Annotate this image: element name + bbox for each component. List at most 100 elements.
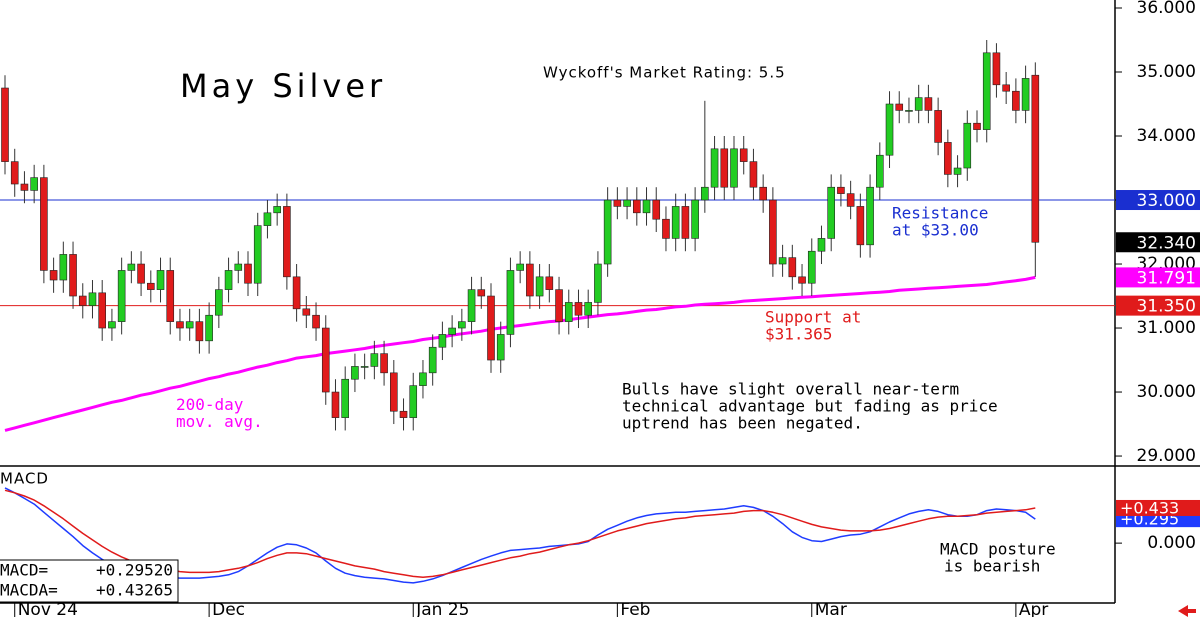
candle-body: [875, 154, 884, 188]
candle-body: [156, 270, 165, 290]
candle-body: [788, 257, 797, 278]
candle-body: [516, 263, 524, 271]
scroll-arrow[interactable]: [1178, 605, 1196, 617]
annotation: uptrend has been negated.: [622, 414, 863, 433]
candle-body: [973, 122, 981, 130]
candle-body: [419, 372, 427, 386]
annotation: Resistance: [892, 204, 988, 223]
candle-body: [574, 302, 583, 316]
candle-body: [671, 206, 680, 239]
x-tick-label: Apr: [1019, 600, 1048, 617]
candle-body: [934, 110, 942, 143]
candle-body: [963, 122, 972, 169]
candle-body: [905, 110, 913, 112]
candle-body: [545, 276, 554, 290]
candle-body: [506, 270, 515, 335]
candle-body: [40, 177, 48, 271]
annotation: Bulls have slight overall near-term: [622, 380, 959, 399]
candle-body: [30, 177, 38, 191]
candle-body: [953, 167, 962, 175]
chart-title: May Silver: [180, 67, 386, 105]
candle-body: [360, 366, 369, 368]
candle-body: [370, 353, 379, 367]
candle-body: [458, 321, 466, 329]
candle-body: [1021, 78, 1030, 111]
candle-body: [331, 391, 340, 418]
candle-body: [166, 270, 175, 322]
candle-body: [273, 206, 281, 214]
candle-body: [642, 199, 651, 214]
candle-body: [78, 295, 87, 306]
candle-body: [176, 321, 184, 329]
candle-body: [428, 346, 437, 374]
candle-body: [487, 295, 495, 361]
candle-body: [846, 193, 855, 207]
candle-body: [584, 302, 593, 316]
candle-body: [185, 321, 194, 329]
candle-body: [263, 212, 272, 226]
y-tick-label: 34.000: [1137, 126, 1196, 146]
macd-value-box: [1116, 499, 1200, 516]
candle-body: [807, 250, 816, 284]
level-box: [1116, 295, 1200, 316]
y-tick-label: 35.000: [1137, 62, 1196, 82]
candle-body: [652, 199, 661, 220]
level-label: 33.000: [1137, 191, 1196, 211]
candle-body: [10, 161, 19, 185]
candle-body: [691, 199, 699, 239]
candle-body: [127, 263, 136, 271]
candle-body: [59, 254, 68, 281]
candle-body: [341, 378, 350, 418]
candle-body: [88, 292, 97, 306]
moving-average-line: [4, 275, 1036, 432]
candle-body: [234, 263, 243, 271]
candle-body: [137, 263, 145, 284]
candle-body: [69, 254, 77, 297]
x-tick-label: Jan 25: [415, 600, 469, 617]
candle-body: [982, 52, 991, 130]
candle-body: [924, 97, 933, 111]
candle-body: [117, 270, 126, 322]
candle-body: [992, 52, 1001, 86]
candle-body: [730, 148, 738, 188]
candle-body: [496, 334, 505, 361]
candle-body: [778, 257, 787, 265]
candle-body: [1012, 90, 1020, 111]
candle-body: [701, 186, 709, 201]
candle-body: [535, 276, 544, 297]
annotation: technical advantage but fading as price: [622, 397, 998, 416]
candle-body: [856, 206, 865, 246]
legend-name: MACDA=: [0, 581, 58, 600]
x-tick-label: Feb: [620, 600, 650, 617]
level-label: 31.350: [1137, 297, 1196, 317]
candle-body: [681, 206, 690, 239]
candle-body: [564, 302, 573, 322]
candle-body: [1, 87, 9, 162]
candle-body: [108, 321, 116, 329]
candle-body: [20, 183, 29, 191]
candle-body: [1031, 74, 1040, 243]
candle-body: [632, 199, 641, 214]
candle-body: [49, 270, 58, 281]
candle-body: [817, 238, 826, 252]
candle-body: [885, 103, 894, 156]
candle-body: [292, 276, 301, 310]
candle-body: [98, 292, 106, 329]
candle-body: [759, 186, 767, 201]
candle-body: [389, 372, 398, 412]
candle-body: [662, 218, 670, 239]
candle-body: [467, 289, 476, 322]
y-tick-label: 31.000: [1137, 318, 1196, 338]
legend-value: +0.29520: [96, 561, 173, 580]
annotation: is bearish: [944, 557, 1040, 576]
chart-subtitle: Wyckoff's Market Rating: 5.5: [543, 64, 786, 82]
candle-body: [409, 385, 418, 418]
candle-body: [603, 199, 612, 265]
level-box: [1116, 232, 1200, 253]
candle-body: [1002, 84, 1010, 92]
candle-body: [147, 282, 155, 290]
annotation: $31.365: [765, 325, 832, 344]
annotation: Support at: [765, 308, 861, 327]
